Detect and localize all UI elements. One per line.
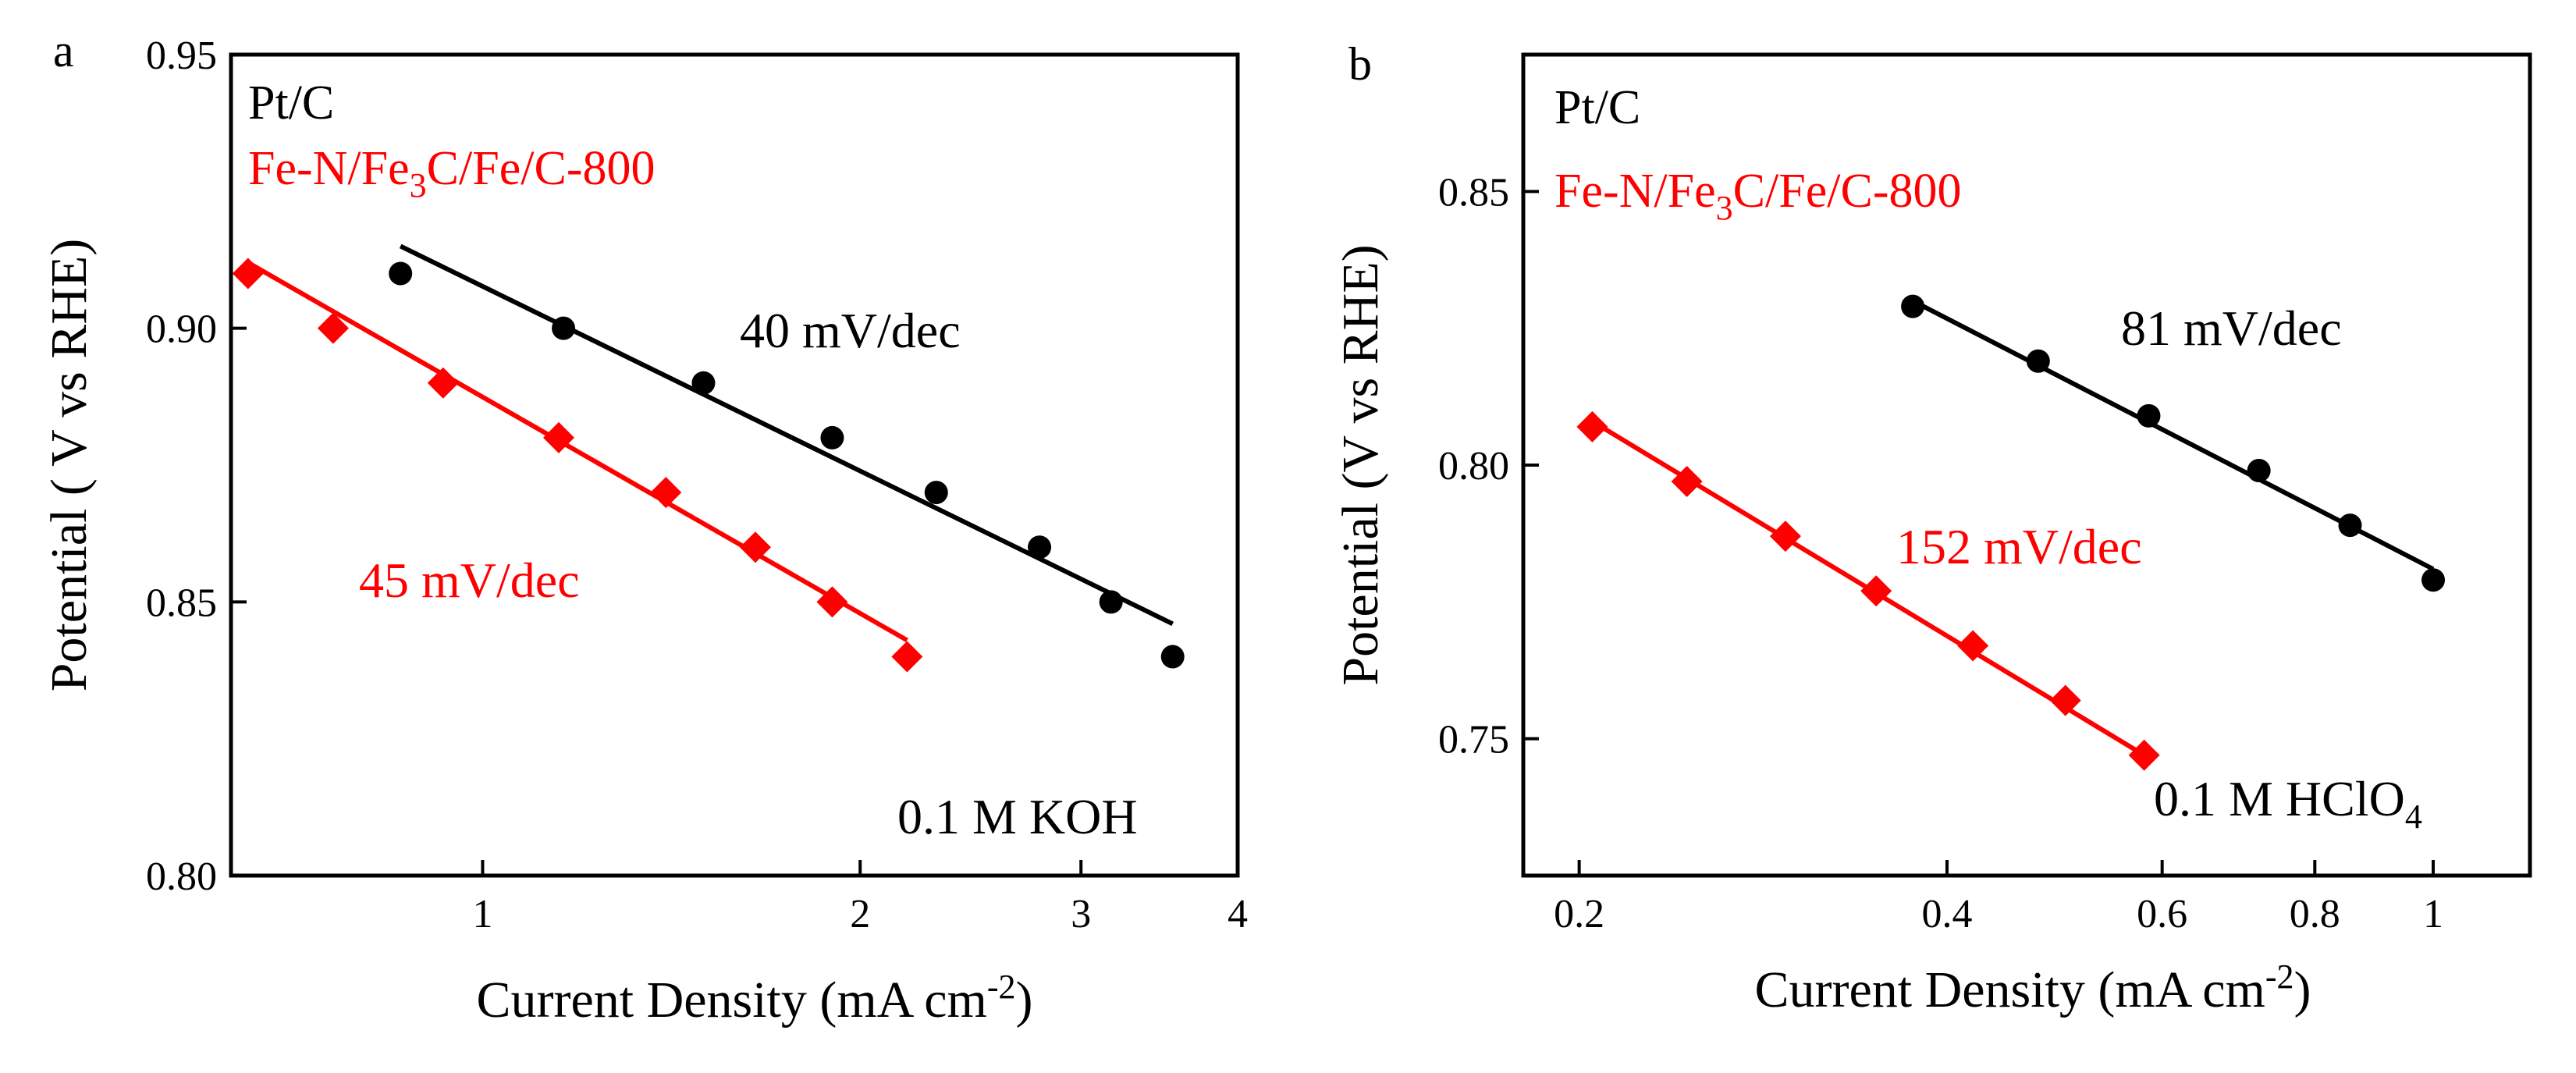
panel-a-slope-ptc: 40 mV/dec bbox=[740, 303, 961, 358]
panel-a-point-fe bbox=[427, 367, 459, 399]
panel-a-axes: 1 2 3 4 0.80 0.85 0.90 0.95 bbox=[146, 34, 1248, 936]
panel-a-point-ptc bbox=[552, 316, 576, 340]
panel-b-point-fe bbox=[1860, 575, 1892, 607]
panel-b-y-tick-label: 0.85 bbox=[1438, 170, 1509, 215]
panel-a-legend-ptc: Pt/C bbox=[248, 76, 334, 130]
panel-b-x-axis-title: Current Density (mA cm-2) bbox=[1754, 958, 2311, 1018]
panel-b-point-ptc bbox=[1901, 294, 1925, 318]
panel-a-point-ptc bbox=[1160, 645, 1185, 669]
panel-b-slope-fe: 152 mV/dec bbox=[1896, 519, 2142, 574]
panel-a-x-tick-label: 1 bbox=[472, 892, 492, 936]
panel-b-slope-ptc: 81 mV/dec bbox=[2121, 300, 2342, 356]
panel-a-y-tick-label: 0.95 bbox=[146, 34, 217, 78]
panel-a-fit-line-fe bbox=[247, 260, 908, 643]
panel-b-x-tick-label: 1 bbox=[2423, 892, 2443, 936]
panel-b-point-fe bbox=[2049, 684, 2081, 716]
panel-a-point-ptc bbox=[1099, 590, 1123, 614]
panel-b-point-ptc bbox=[2026, 349, 2050, 373]
panel-a-frame bbox=[229, 52, 1240, 878]
panel-a-x-tick-label: 3 bbox=[1071, 892, 1091, 936]
panel-b-y-axis-title: Potential (V vs RHE) bbox=[1332, 244, 1389, 685]
panel-a-point-ptc bbox=[924, 481, 948, 505]
panel-b-point-fe bbox=[1957, 630, 1989, 662]
panel-b-x-tick-label: 0.6 bbox=[2137, 892, 2187, 936]
panel-b-point-fe bbox=[2128, 739, 2160, 771]
panel-a-point-fe bbox=[739, 531, 771, 563]
panel-b-plot bbox=[1576, 294, 2446, 771]
panel-a-letter: a bbox=[53, 25, 74, 76]
panel-a-point-fe bbox=[650, 477, 682, 509]
panel-b-point-fe bbox=[1671, 466, 1703, 498]
panel-a-y-tick-label: 0.80 bbox=[146, 854, 217, 899]
panel-b-x-tick-label: 0.4 bbox=[1921, 892, 1972, 936]
panel-a-plot bbox=[232, 243, 1185, 673]
panel-b-legend-fe: Fe-N/Fe3C/Fe/C-800 bbox=[1554, 165, 1961, 227]
panel-a-point-ptc bbox=[389, 261, 413, 286]
panel-a-point-ptc bbox=[691, 371, 716, 395]
panel-a: a Pt/C Fe-N/Fe3C/Fe/C-800 40 mV/dec 45 m… bbox=[41, 25, 1248, 1029]
panel-a-electrolyte-note: 0.1 M KOH bbox=[897, 789, 1138, 844]
panel-b-point-ptc bbox=[2137, 403, 2161, 428]
panel-a-point-fe bbox=[543, 421, 575, 453]
panel-a-legend: Pt/C Fe-N/Fe3C/Fe/C-800 bbox=[248, 76, 655, 204]
panel-b-y-tick-label: 0.75 bbox=[1438, 718, 1509, 762]
panel-a-point-fe bbox=[317, 312, 349, 344]
panel-b-legend: Pt/C Fe-N/Fe3C/Fe/C-800 bbox=[1554, 81, 1961, 227]
panel-b-point-fe bbox=[1576, 410, 1608, 442]
panel-a-point-fe bbox=[816, 586, 848, 618]
panel-a-point-fe bbox=[891, 641, 923, 673]
panel-b-point-fe bbox=[1769, 521, 1801, 552]
panel-b-x-tick-label: 0.8 bbox=[2290, 892, 2340, 936]
panel-a-legend-fe: Fe-N/Fe3C/Fe/C-800 bbox=[248, 142, 655, 204]
panel-b-letter: b bbox=[1348, 38, 1372, 90]
panel-a-x-axis-title: Current Density (mA cm-2) bbox=[476, 968, 1032, 1029]
panel-a-point-ptc bbox=[820, 425, 844, 449]
panel-a-y-axis-title: Potential ( V vs RHE) bbox=[41, 239, 98, 692]
panel-a-point-ptc bbox=[1028, 535, 1052, 560]
panel-a-slope-fe: 45 mV/dec bbox=[359, 552, 580, 608]
panel-b: b Pt/C Fe-N/Fe3C/Fe/C-800 81 mV/dec 152 … bbox=[1332, 38, 2532, 1018]
panel-a-x-tick-label: 2 bbox=[850, 892, 870, 936]
panel-b-x-tick-label: 0.2 bbox=[1554, 892, 1604, 936]
panel-b-y-tick-label: 0.80 bbox=[1438, 444, 1509, 489]
panel-b-point-ptc bbox=[2338, 513, 2362, 538]
panel-b-legend-ptc: Pt/C bbox=[1554, 81, 1640, 134]
panel-a-x-tick-label: 4 bbox=[1228, 892, 1248, 936]
panel-b-point-ptc bbox=[2421, 568, 2446, 592]
panel-b-electrolyte-note: 0.1 M HClO4 bbox=[2154, 771, 2422, 836]
panel-a-point-fe bbox=[232, 258, 264, 290]
panel-a-y-tick-label: 0.85 bbox=[146, 581, 217, 625]
panel-b-axes: 0.2 0.4 0.6 0.8 1 0.75 0.80 0.85 bbox=[1438, 170, 2443, 936]
panel-a-y-tick-label: 0.90 bbox=[146, 307, 217, 352]
panel-b-point-ptc bbox=[2247, 459, 2271, 483]
panel-a-fit-line-ptc bbox=[399, 243, 1174, 627]
